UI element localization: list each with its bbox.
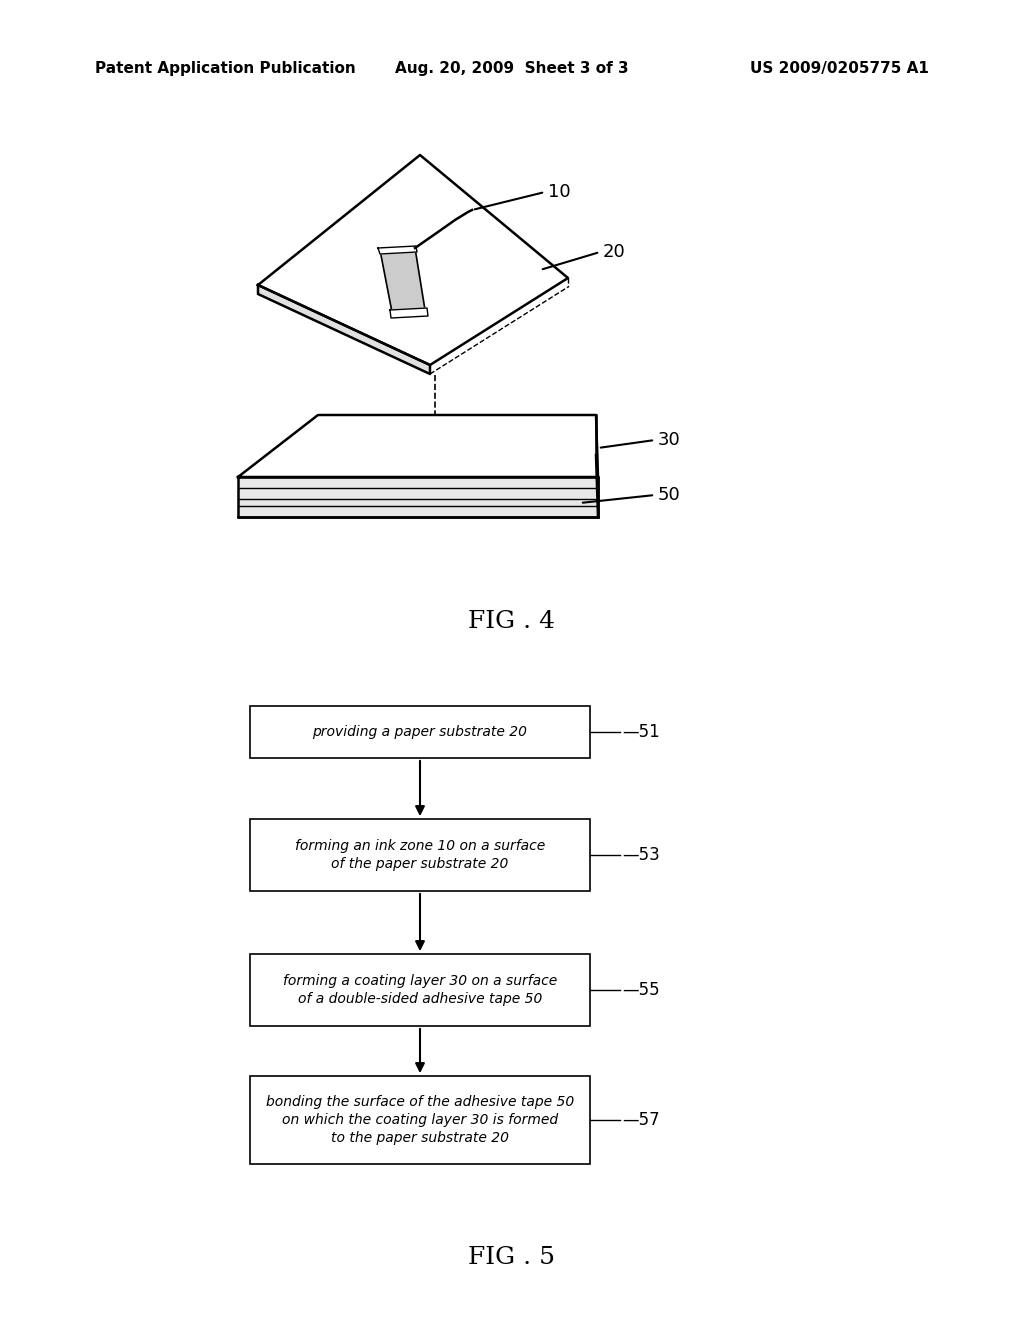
Text: Patent Application Publication: Patent Application Publication [95,61,355,75]
Bar [250,1076,590,1164]
Text: —57: —57 [622,1111,659,1129]
Text: Aug. 20, 2009  Sheet 3 of 3: Aug. 20, 2009 Sheet 3 of 3 [395,61,629,75]
Polygon shape [258,154,568,366]
Text: 20: 20 [603,243,626,261]
Text: —53: —53 [622,846,659,865]
Text: —55: —55 [622,981,659,999]
Text: 30: 30 [658,432,681,449]
Text: FIG . 5: FIG . 5 [469,1246,555,1270]
Text: forming an ink zone 10 on a surface
of the paper substrate 20: forming an ink zone 10 on a surface of t… [295,838,545,871]
Polygon shape [238,477,598,517]
Polygon shape [596,414,598,517]
Text: providing a paper substrate 20: providing a paper substrate 20 [312,725,527,739]
Polygon shape [380,248,425,312]
Text: US 2009/0205775 A1: US 2009/0205775 A1 [751,61,929,75]
Bar [250,706,590,758]
Text: forming a coating layer 30 on a surface
of a double-sided adhesive tape 50: forming a coating layer 30 on a surface … [283,974,557,1006]
Bar [250,818,590,891]
Text: 10: 10 [548,183,570,201]
Polygon shape [238,414,598,477]
Polygon shape [258,285,430,374]
Bar [250,954,590,1026]
Text: —51: —51 [622,723,659,741]
Text: 50: 50 [658,486,681,504]
Polygon shape [390,308,428,318]
Polygon shape [378,246,417,253]
Text: bonding the surface of the adhesive tape 50
on which the coating layer 30 is for: bonding the surface of the adhesive tape… [266,1094,574,1146]
Text: FIG . 4: FIG . 4 [469,610,555,634]
